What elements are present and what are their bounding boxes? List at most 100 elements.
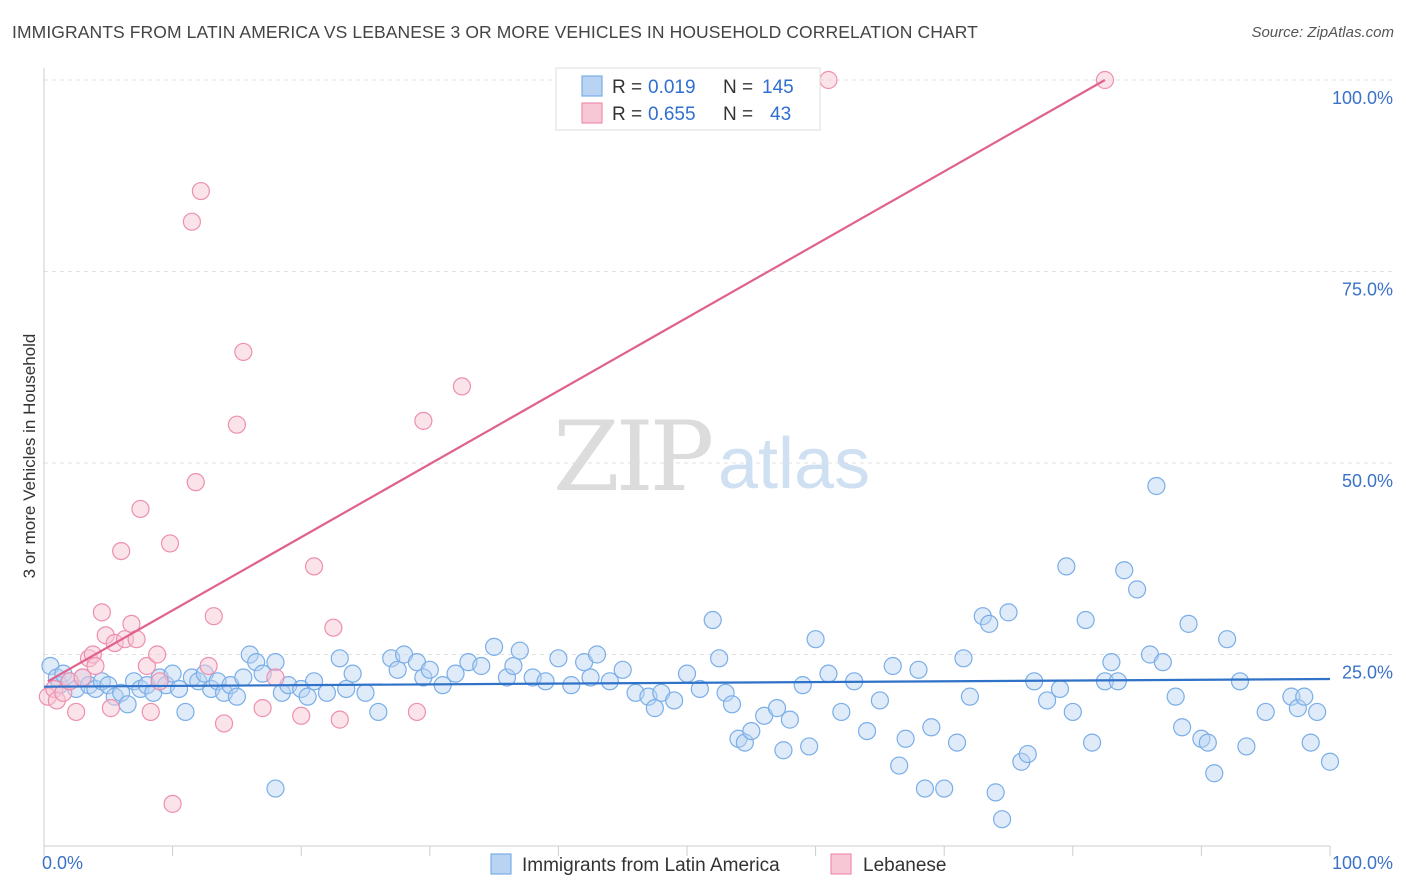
point-latin-america: [883, 656, 902, 676]
legend-swatch-latin-america: [581, 75, 603, 97]
point-lebanese: [182, 212, 201, 231]
point-latin-america: [1037, 691, 1057, 710]
y-tick-label: 50.0%: [1342, 471, 1393, 491]
point-latin-america: [581, 668, 600, 687]
point-latin-america: [742, 721, 761, 741]
bottom-legend: Immigrants from Latin America Lebanese: [490, 853, 946, 876]
point-latin-america: [1295, 687, 1314, 706]
point-latin-america: [369, 702, 388, 722]
point-latin-america: [112, 683, 131, 702]
point-lebanese: [101, 699, 120, 718]
point-latin-america: [266, 779, 285, 798]
point-latin-america: [118, 695, 137, 714]
point-latin-america: [1063, 702, 1082, 722]
point-latin-america: [1147, 476, 1166, 496]
legend-r-label: R =: [612, 104, 642, 125]
legend-n-label: N =: [723, 77, 753, 98]
point-latin-america: [1256, 702, 1275, 722]
chart-title: IMMIGRANTS FROM LATIN AMERICA VS LEBANES…: [12, 22, 978, 42]
point-latin-america: [774, 741, 793, 760]
point-latin-america: [703, 610, 722, 630]
point-latin-america: [722, 695, 742, 714]
point-lebanese: [150, 672, 169, 691]
axes: [43, 68, 1331, 856]
point-latin-america: [806, 630, 825, 649]
point-latin-america: [896, 729, 915, 748]
point-lebanese: [452, 377, 472, 396]
point-latin-america: [247, 653, 266, 672]
point-lebanese: [330, 710, 349, 729]
point-lebanese: [141, 702, 160, 722]
point-latin-america: [677, 664, 697, 683]
point-lebanese: [191, 181, 210, 201]
point-latin-america: [690, 679, 709, 699]
x-tick-label: 0.0%: [42, 853, 83, 873]
point-lebanese: [292, 706, 311, 725]
point-latin-america: [169, 679, 189, 699]
point-latin-america: [337, 679, 356, 699]
point-latin-america: [947, 733, 967, 752]
point-latin-america: [1237, 737, 1256, 756]
point-latin-america: [1282, 687, 1301, 706]
point-lebanese: [199, 656, 218, 676]
bottom-legend-swatch-lebanese: [830, 853, 852, 875]
point-latin-america: [960, 687, 980, 706]
point-lebanese: [148, 645, 167, 664]
y-tick-label: 25.0%: [1342, 663, 1393, 683]
point-latin-america: [1205, 764, 1224, 783]
watermark-zip: ZIP: [553, 401, 712, 513]
legend-n-value: 145: [762, 77, 794, 98]
trend-lines: [43, 79, 1331, 688]
point-latin-america: [298, 687, 317, 706]
point-latin-america: [613, 660, 632, 679]
point-latin-america: [510, 641, 529, 660]
trend-line-latin-america: [43, 677, 1331, 688]
point-latin-america: [562, 676, 581, 695]
point-latin-america: [1076, 610, 1095, 630]
bottom-legend-label-lebanese: Lebanese: [863, 855, 946, 876]
point-latin-america: [1218, 630, 1237, 649]
point-latin-america: [999, 603, 1018, 622]
point-latin-america: [870, 691, 890, 710]
point-latin-america: [317, 683, 337, 702]
point-latin-america: [710, 649, 729, 668]
point-lebanese: [304, 557, 324, 576]
point-lebanese: [137, 656, 156, 676]
point-latin-america: [1082, 733, 1102, 752]
point-latin-america: [446, 664, 465, 683]
point-lebanese: [227, 415, 246, 434]
point-latin-america: [330, 649, 349, 668]
y-tick-label: 100.0%: [1332, 88, 1393, 108]
point-latin-america: [1179, 614, 1198, 633]
point-latin-america: [819, 664, 838, 683]
point-latin-america: [356, 683, 375, 702]
point-latin-america: [536, 672, 555, 691]
point-latin-america: [665, 691, 684, 710]
point-lebanese: [266, 668, 285, 687]
point-lebanese: [214, 714, 234, 733]
point-latin-america: [832, 702, 851, 722]
point-latin-america: [1288, 699, 1307, 718]
point-latin-america: [1127, 580, 1147, 599]
trend-line-lebanese: [47, 79, 1106, 683]
point-latin-america: [716, 683, 735, 702]
point-lebanese: [186, 473, 205, 492]
watermark-atlas: atlas: [718, 424, 870, 504]
point-latin-america: [915, 779, 935, 798]
point-latin-america: [857, 721, 877, 741]
point-lebanese: [92, 603, 111, 622]
point-latin-america: [645, 699, 664, 718]
point-lebanese: [324, 618, 343, 637]
x-tick-label: 100.0%: [1332, 853, 1393, 873]
legend-n-label: N =: [723, 104, 753, 125]
point-latin-america: [909, 660, 928, 679]
point-latin-america: [497, 668, 517, 687]
source-credit: Source: ZipAtlas.com: [1251, 24, 1394, 41]
point-latin-america: [735, 733, 754, 752]
point-lebanese: [112, 541, 131, 561]
legend-n-value: 43: [770, 104, 791, 125]
legend: R = 0.019 N = 145 R = 0.655 N = 43: [555, 67, 821, 131]
legend-r-label: R =: [612, 77, 642, 98]
point-lebanese: [160, 534, 180, 553]
